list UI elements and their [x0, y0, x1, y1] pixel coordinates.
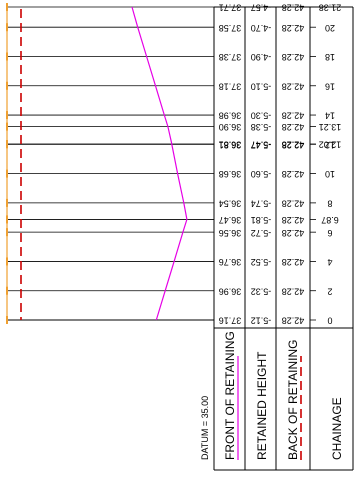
- retained-height-value: -5.10: [251, 81, 272, 91]
- front-of-retaining-line: [131, 6, 188, 321]
- front-level-value: 36.68: [219, 169, 242, 179]
- front-level-value: 36.81: [219, 140, 242, 150]
- chainage-value: 2: [327, 286, 332, 296]
- front-level-value: 36.98: [219, 111, 242, 121]
- front-level-value: 37.18: [219, 81, 242, 91]
- retained-height-value: -5.30: [251, 111, 272, 121]
- retained-height-value: -5.81: [251, 215, 272, 225]
- chainage-value: 14: [325, 111, 335, 121]
- back-level-value: 42.28: [282, 140, 305, 150]
- table-frame: [7, 6, 354, 471]
- back-level-value: 42.28: [282, 316, 305, 326]
- retained-height-value: -5.32: [251, 286, 272, 296]
- retained-height-value: -5.52: [251, 257, 272, 267]
- back-level-value: 42.28: [282, 3, 305, 13]
- chainage-value: 4: [327, 257, 332, 267]
- legend-chainage-label: CHAINAGE: [330, 397, 344, 460]
- back-level-value: 42.28: [282, 111, 305, 121]
- chainage-value: 16: [325, 81, 335, 91]
- retained-height-value: -4.90: [251, 52, 272, 62]
- chainage-value: 12.02: [319, 140, 342, 150]
- back-level-value: 42.28: [282, 169, 305, 179]
- front-level-value: 36.54: [219, 199, 242, 209]
- front-level-value: 37.58: [219, 23, 242, 33]
- front-level-value: 36.81: [219, 140, 242, 150]
- back-level-value: 42.28: [282, 52, 305, 62]
- retained-height-value: -5.72: [251, 228, 272, 238]
- back-level-value: 42.28: [282, 122, 305, 132]
- back-level-value: 42.28: [282, 228, 305, 238]
- chainage-value: 6.87: [321, 215, 339, 225]
- back-level-value: 42.28: [282, 81, 305, 91]
- chainage-value: 12: [325, 140, 335, 150]
- retained-height-value: -4.70: [251, 23, 272, 33]
- retained-height-value: -4.57: [251, 3, 272, 13]
- retained-height-value: -5.60: [251, 169, 272, 179]
- back-level-value: 42.28: [282, 286, 305, 296]
- chainage-value: 0: [327, 316, 332, 326]
- chainage-value: 20: [325, 23, 335, 33]
- chainage-value: 21.38: [319, 3, 342, 13]
- legend-height-label: RETAINED HEIGHT: [255, 351, 269, 460]
- chainage-value: 10: [325, 169, 335, 179]
- back-level-value: 42.28: [282, 199, 305, 209]
- chainage-value: 8: [327, 199, 332, 209]
- datum-label: DATUM = 35.00: [200, 396, 210, 460]
- chainage-value: 6: [327, 228, 332, 238]
- front-level-value: 36.56: [219, 228, 242, 238]
- chainage-value: 18: [325, 52, 335, 62]
- front-level-value: 37.71: [219, 3, 242, 13]
- back-level-value: 42.28: [282, 140, 305, 150]
- retained-height-value: -5.74: [251, 199, 272, 209]
- retained-height-value: -5.47: [251, 140, 272, 150]
- front-level-value: 37.16: [219, 316, 242, 326]
- back-level-value: 42.28: [282, 257, 305, 267]
- front-level-value: 36.90: [219, 122, 242, 132]
- front-level-value: 36.96: [219, 286, 242, 296]
- retained-height-value: -5.38: [251, 122, 272, 132]
- back-level-value: 42.28: [282, 215, 305, 225]
- chainage-value: 13.21: [319, 122, 342, 132]
- legend-front-label: FRONT OF RETAINING: [223, 331, 237, 460]
- back-level-value: 42.28: [282, 23, 305, 33]
- retained-height-value: -5.12: [251, 316, 272, 326]
- front-level-value: 36.76: [219, 257, 242, 267]
- front-level-value: 37.38: [219, 52, 242, 62]
- legend-back-label: BACK OF RETAINING: [286, 340, 300, 460]
- front-level-value: 36.47: [219, 215, 242, 225]
- retained-height-value: -5.47: [251, 140, 272, 150]
